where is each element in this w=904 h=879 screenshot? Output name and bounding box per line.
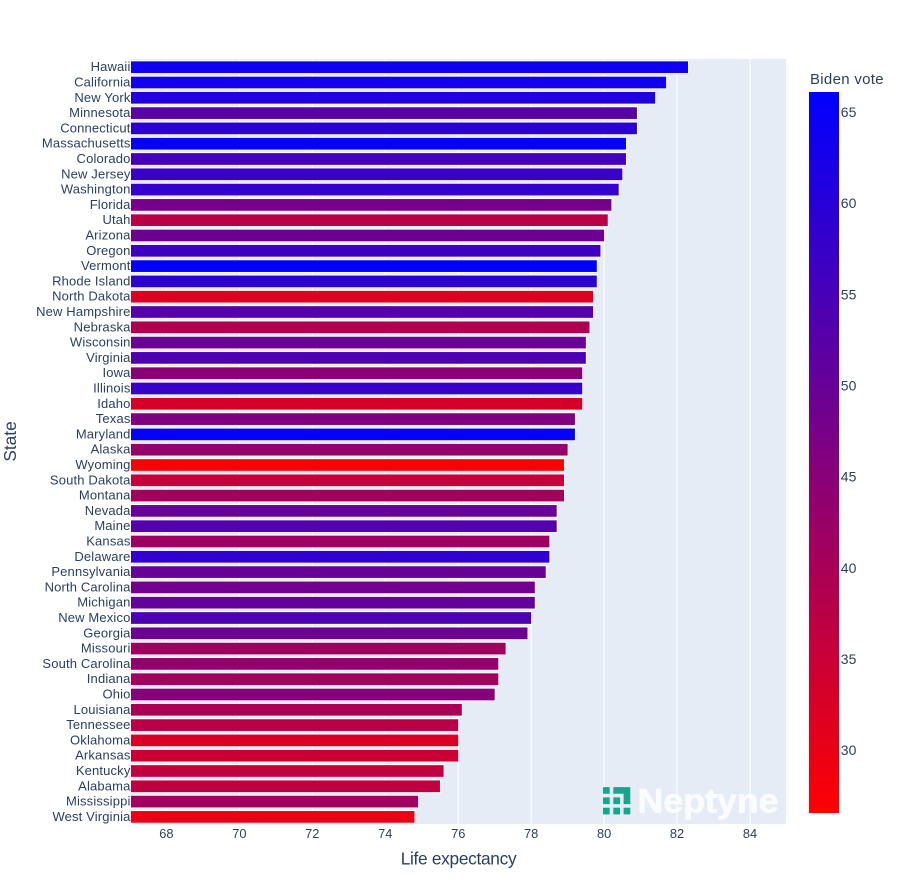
svg-text:84: 84 bbox=[743, 826, 757, 841]
svg-text:California: California bbox=[74, 75, 131, 90]
svg-text:Wyoming: Wyoming bbox=[75, 457, 130, 472]
svg-text:New Mexico: New Mexico bbox=[58, 610, 130, 625]
svg-text:Massachusetts: Massachusetts bbox=[42, 136, 131, 151]
svg-text:45: 45 bbox=[841, 469, 857, 485]
svg-text:Maryland: Maryland bbox=[76, 426, 131, 441]
svg-text:76: 76 bbox=[451, 826, 465, 841]
svg-text:Iowa: Iowa bbox=[102, 365, 131, 380]
svg-text:West Virginia: West Virginia bbox=[52, 809, 131, 824]
svg-text:Biden vote: Biden vote bbox=[810, 71, 884, 88]
svg-text:Texas: Texas bbox=[96, 411, 131, 426]
svg-text:Rhode Island: Rhode Island bbox=[52, 273, 130, 288]
svg-text:72: 72 bbox=[305, 826, 319, 841]
svg-text:35: 35 bbox=[841, 651, 857, 667]
svg-text:New Jersey: New Jersey bbox=[61, 166, 131, 181]
svg-text:74: 74 bbox=[378, 826, 392, 841]
svg-text:Neptyne: Neptyne bbox=[638, 782, 779, 820]
svg-text:North Dakota: North Dakota bbox=[52, 289, 131, 304]
svg-text:Oklahoma: Oklahoma bbox=[70, 732, 131, 747]
svg-text:Arkansas: Arkansas bbox=[75, 748, 131, 763]
svg-text:40: 40 bbox=[841, 560, 857, 576]
svg-text:60: 60 bbox=[841, 195, 857, 211]
svg-text:Idaho: Idaho bbox=[97, 396, 130, 411]
svg-text:68: 68 bbox=[159, 826, 173, 841]
svg-text:Washington: Washington bbox=[61, 182, 131, 197]
svg-text:Florida: Florida bbox=[90, 197, 131, 212]
svg-text:Delaware: Delaware bbox=[74, 549, 130, 564]
svg-text:Arizona: Arizona bbox=[85, 228, 131, 243]
svg-text:New Hampshire: New Hampshire bbox=[36, 304, 130, 319]
svg-text:Kentucky: Kentucky bbox=[76, 763, 131, 778]
svg-text:Vermont: Vermont bbox=[81, 258, 131, 273]
svg-text:Minnesota: Minnesota bbox=[69, 105, 131, 120]
svg-text:Maine: Maine bbox=[94, 518, 130, 533]
svg-text:Virginia: Virginia bbox=[86, 350, 131, 365]
svg-text:Indiana: Indiana bbox=[87, 671, 131, 686]
svg-text:Alabama: Alabama bbox=[78, 778, 131, 793]
svg-text:78: 78 bbox=[524, 826, 538, 841]
svg-text:65: 65 bbox=[841, 104, 857, 120]
svg-text:Ohio: Ohio bbox=[102, 687, 130, 702]
svg-text:Connecticut: Connecticut bbox=[60, 120, 131, 135]
svg-text:Illinois: Illinois bbox=[93, 381, 131, 396]
svg-text:Kansas: Kansas bbox=[86, 534, 131, 549]
svg-text:70: 70 bbox=[232, 826, 246, 841]
svg-text:Alaska: Alaska bbox=[91, 442, 132, 457]
svg-text:Nevada: Nevada bbox=[85, 503, 131, 518]
svg-text:Colorado: Colorado bbox=[77, 151, 131, 166]
svg-text:50: 50 bbox=[841, 377, 857, 393]
svg-text:Nebraska: Nebraska bbox=[74, 319, 131, 334]
svg-text:Hawaii: Hawaii bbox=[91, 59, 131, 74]
svg-text:Utah: Utah bbox=[102, 212, 130, 227]
svg-text:Louisiana: Louisiana bbox=[73, 702, 131, 717]
svg-text:30: 30 bbox=[841, 742, 857, 758]
svg-text:Pennsylvania: Pennsylvania bbox=[51, 564, 131, 579]
svg-text:80: 80 bbox=[597, 826, 611, 841]
svg-text:Mississippi: Mississippi bbox=[66, 794, 131, 809]
svg-text:Missouri: Missouri bbox=[81, 641, 131, 656]
svg-text:Life expectancy: Life expectancy bbox=[401, 848, 517, 868]
svg-text:South Dakota: South Dakota bbox=[50, 472, 131, 487]
svg-text:Michigan: Michigan bbox=[77, 595, 130, 610]
svg-text:North Carolina: North Carolina bbox=[45, 579, 132, 594]
svg-text:Montana: Montana bbox=[79, 488, 131, 503]
svg-text:Oregon: Oregon bbox=[86, 243, 130, 258]
svg-text:South Carolina: South Carolina bbox=[42, 656, 131, 671]
svg-text:Wisconsin: Wisconsin bbox=[70, 335, 131, 350]
svg-text:State: State bbox=[0, 421, 20, 461]
svg-text:55: 55 bbox=[841, 286, 857, 302]
svg-text:New York: New York bbox=[74, 90, 130, 105]
svg-text:Georgia: Georgia bbox=[83, 625, 131, 640]
svg-text:82: 82 bbox=[670, 826, 684, 841]
svg-text:Tennessee: Tennessee bbox=[66, 717, 130, 732]
